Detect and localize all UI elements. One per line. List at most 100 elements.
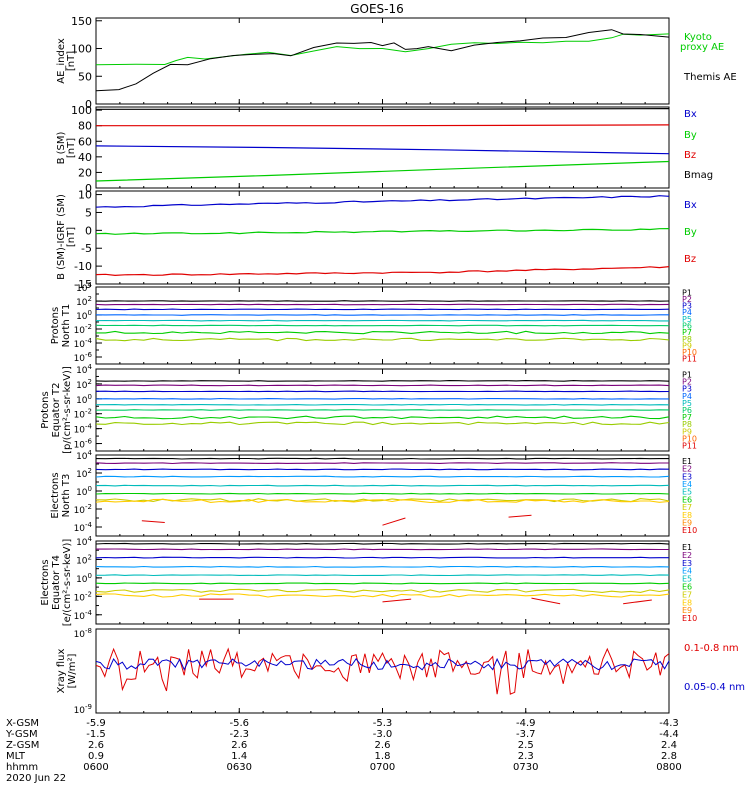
y-tick-label: 100 [76,572,92,585]
y-tick-label: 10-2 [74,503,92,516]
y-tick-label: 102 [76,553,92,566]
channel-line-p1 [95,300,670,302]
channel-line-p8 [95,337,670,342]
series-line-by [95,160,670,182]
channel-line-p8 [95,421,670,426]
channel-segment-e10 [623,599,652,605]
y-axis-label: North T1 [61,304,72,348]
axis-column-value: 2.6 [231,740,247,751]
panel-frame-6 [95,540,670,625]
y-tick-label: 60 [78,135,92,148]
channel-line-p4 [95,314,669,316]
channel-label: P3 [682,385,692,394]
axis-column-value: 0.9 [88,751,104,762]
channel-line-e4 [95,475,670,478]
channel-label: E6 [682,495,692,504]
y-tick-label: 80 [78,120,92,133]
axis-row-label: X-GSM [6,718,39,729]
axis-column-value: 2.5 [518,740,534,751]
y-tick-label: 100 [71,104,92,117]
channel-label: E3 [682,472,692,481]
channel-line-p3 [95,390,670,393]
panel-frame-7 [95,628,670,714]
channel-line-e8 [95,593,670,598]
channel-label: E1 [682,457,692,466]
channel-label: E3 [682,559,692,568]
y-axis-label: B (SM)-IGRF (SM) [56,194,67,280]
channel-line-e4 [95,565,670,568]
axis-row-label: MLT [6,751,26,762]
channel-segment-e10 [382,598,412,603]
channel-label: P8 [682,335,692,344]
y-tick-label: 10-4 [74,521,93,534]
channel-label: P1 [682,288,692,297]
axis-column-value: -2.3 [229,729,249,740]
channel-label: E7 [682,590,692,599]
axis-column-value: -3.7 [516,729,536,740]
y-tick-label: 10-2 [74,590,92,603]
y-tick-label: -5 [81,242,92,255]
legend-label: Bz [684,254,696,265]
y-tick-label: 102 [76,295,92,308]
y-axis-label: [nT] [66,138,77,158]
legend-label: Bz [684,150,696,161]
series-line-kyoto-proxy-ae [95,33,670,66]
y-axis-label: Electrons [40,559,51,605]
y-tick-label: 10-8 [74,627,92,640]
channel-label: E10 [682,614,697,623]
series-line-xray-long [95,647,670,695]
y-axis-unit: [p/(cm²-s-sr-keV)] [62,366,73,454]
channel-line-e7 [95,588,670,593]
channel-line-e7 [95,498,670,503]
channel-line-e1 [95,542,670,545]
channel-label: E2 [682,465,692,474]
channel-line-e3 [95,468,670,471]
channel-label: P9 [682,341,692,350]
channel-label: P3 [682,302,692,311]
channel-label: P5 [682,399,692,408]
channel-line-e1 [95,457,669,460]
axis-column-value: 0700 [370,762,395,773]
y-tick-label: 20 [78,166,92,179]
channel-line-e6 [95,492,670,495]
y-tick-label: 0 [85,224,92,237]
channel-line-p4 [95,397,669,400]
channel-line-p7 [95,415,670,420]
y-tick-label: 104 [76,535,92,548]
y-axis-label: Protons [50,307,61,344]
y-tick-label: 100 [71,43,92,56]
channel-label: E5 [682,488,692,497]
axis-column-value: 2.6 [88,740,104,751]
axis-column-value: -5.3 [373,718,393,729]
y-tick-label: 10 [78,189,92,202]
series-line-xray-short [95,657,670,671]
channel-label: E8 [682,511,692,520]
legend-label: proxy AE [680,42,724,53]
channel-label: E8 [682,598,692,607]
y-axis-label: [nT] [66,227,77,247]
channel-label: E1 [682,543,692,552]
panel-frame-5 [95,454,670,537]
axis-row-label: hhmm [6,762,38,773]
legend-label: 0.05-0.4 nm [684,682,745,693]
legend-label: Kyoto [684,32,712,43]
channel-line-p5 [95,319,669,322]
y-axis-label: [nT] [66,51,77,71]
y-tick-label: -10 [74,260,92,273]
channel-segment-e10 [508,514,532,518]
y-tick-label: 10-4 [74,423,93,436]
y-tick-label: -15 [74,278,92,291]
channel-label: E4 [682,480,692,489]
legend-label: 0.1-0.8 nm [684,643,739,654]
channel-line-e6 [95,582,670,585]
legend-label: Bx [684,200,697,211]
plot-title: GOES-16 [350,2,404,16]
y-tick-label: 0 [85,98,92,111]
axis-column-value: 2.8 [661,751,677,762]
channel-line-p5 [96,403,670,406]
channel-label: P10 [682,434,697,443]
channel-line-p1 [95,380,670,382]
axis-column-value: 0730 [513,762,538,773]
